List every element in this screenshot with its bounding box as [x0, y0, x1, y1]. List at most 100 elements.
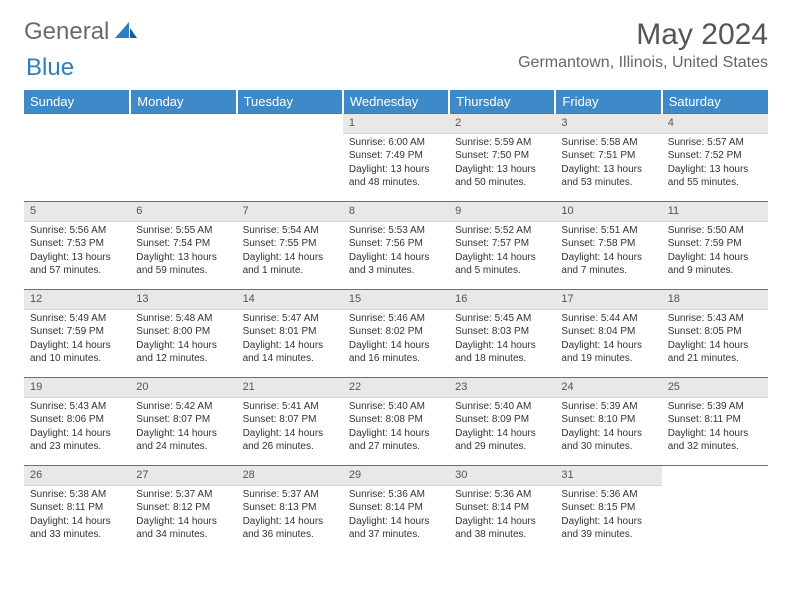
day-line: and 29 minutes. [455, 440, 549, 454]
day-number: 31 [555, 466, 661, 486]
day-line: and 19 minutes. [561, 352, 655, 366]
day-line: Sunset: 8:10 PM [561, 413, 655, 427]
day-cell: 26Sunrise: 5:38 AMSunset: 8:11 PMDayligh… [24, 466, 130, 554]
day-line: Sunrise: 5:37 AM [243, 488, 337, 502]
day-line: Sunrise: 5:53 AM [349, 224, 443, 238]
day-line: Sunrise: 5:50 AM [668, 224, 762, 238]
day-cell: 28Sunrise: 5:37 AMSunset: 8:13 PMDayligh… [237, 466, 343, 554]
day-number: 2 [449, 114, 555, 134]
day-line: Daylight: 14 hours [455, 339, 549, 353]
day-line: Daylight: 14 hours [30, 515, 124, 529]
day-line: Daylight: 14 hours [455, 251, 549, 265]
day-line: and 23 minutes. [30, 440, 124, 454]
day-cell: 31Sunrise: 5:36 AMSunset: 8:15 PMDayligh… [555, 466, 661, 554]
day-line: Sunset: 8:11 PM [668, 413, 762, 427]
day-line: Sunrise: 5:36 AM [561, 488, 655, 502]
week-row: 26Sunrise: 5:38 AMSunset: 8:11 PMDayligh… [24, 466, 768, 554]
day-line: Sunrise: 5:55 AM [136, 224, 230, 238]
day-line: and 21 minutes. [668, 352, 762, 366]
day-cell: 29Sunrise: 5:36 AMSunset: 8:14 PMDayligh… [343, 466, 449, 554]
day-cell: 7Sunrise: 5:54 AMSunset: 7:55 PMDaylight… [237, 202, 343, 290]
day-content: Sunrise: 5:36 AMSunset: 8:14 PMDaylight:… [449, 486, 555, 546]
day-line: and 9 minutes. [668, 264, 762, 278]
day-line: Daylight: 14 hours [455, 515, 549, 529]
day-number: 3 [555, 114, 661, 134]
day-cell [130, 114, 236, 202]
week-row: 1Sunrise: 6:00 AMSunset: 7:49 PMDaylight… [24, 114, 768, 202]
title-block: May 2024 Germantown, Illinois, United St… [518, 18, 768, 72]
day-number: 6 [130, 202, 236, 222]
day-content: Sunrise: 5:56 AMSunset: 7:53 PMDaylight:… [24, 222, 130, 282]
day-cell: 30Sunrise: 5:36 AMSunset: 8:14 PMDayligh… [449, 466, 555, 554]
day-number: 9 [449, 202, 555, 222]
day-line: and 34 minutes. [136, 528, 230, 542]
day-content: Sunrise: 5:42 AMSunset: 8:07 PMDaylight:… [130, 398, 236, 458]
day-number: 7 [237, 202, 343, 222]
day-line: and 7 minutes. [561, 264, 655, 278]
day-line: Sunset: 8:01 PM [243, 325, 337, 339]
day-number: 28 [237, 466, 343, 486]
day-cell: 16Sunrise: 5:45 AMSunset: 8:03 PMDayligh… [449, 290, 555, 378]
day-line: Sunset: 7:51 PM [561, 149, 655, 163]
day-line: Sunrise: 5:36 AM [455, 488, 549, 502]
day-line: Sunrise: 5:40 AM [349, 400, 443, 414]
day-number: 4 [662, 114, 768, 134]
location-text: Germantown, Illinois, United States [518, 54, 768, 72]
day-line: Daylight: 14 hours [243, 251, 337, 265]
day-line: Sunset: 8:14 PM [349, 501, 443, 515]
day-cell: 11Sunrise: 5:50 AMSunset: 7:59 PMDayligh… [662, 202, 768, 290]
day-cell: 1Sunrise: 6:00 AMSunset: 7:49 PMDaylight… [343, 114, 449, 202]
day-cell: 25Sunrise: 5:39 AMSunset: 8:11 PMDayligh… [662, 378, 768, 466]
day-content: Sunrise: 5:44 AMSunset: 8:04 PMDaylight:… [555, 310, 661, 370]
day-line: Sunset: 8:14 PM [455, 501, 549, 515]
day-line: Sunset: 7:52 PM [668, 149, 762, 163]
day-cell: 13Sunrise: 5:48 AMSunset: 8:00 PMDayligh… [130, 290, 236, 378]
day-content: Sunrise: 5:48 AMSunset: 8:00 PMDaylight:… [130, 310, 236, 370]
day-line: and 27 minutes. [349, 440, 443, 454]
day-cell: 9Sunrise: 5:52 AMSunset: 7:57 PMDaylight… [449, 202, 555, 290]
day-line: Daylight: 14 hours [243, 427, 337, 441]
day-content: Sunrise: 5:43 AMSunset: 8:06 PMDaylight:… [24, 398, 130, 458]
day-line: Sunrise: 5:40 AM [455, 400, 549, 414]
day-line: Sunrise: 5:37 AM [136, 488, 230, 502]
day-line: and 55 minutes. [668, 176, 762, 190]
month-title: May 2024 [518, 18, 768, 52]
day-line: Sunrise: 5:47 AM [243, 312, 337, 326]
day-line: and 10 minutes. [30, 352, 124, 366]
day-line: Sunrise: 5:43 AM [30, 400, 124, 414]
calendar-body: 1Sunrise: 6:00 AMSunset: 7:49 PMDaylight… [24, 114, 768, 554]
day-line: and 18 minutes. [455, 352, 549, 366]
day-content: Sunrise: 5:37 AMSunset: 8:12 PMDaylight:… [130, 486, 236, 546]
day-line: and 48 minutes. [349, 176, 443, 190]
day-content: Sunrise: 6:00 AMSunset: 7:49 PMDaylight:… [343, 134, 449, 194]
day-line: Sunset: 7:58 PM [561, 237, 655, 251]
day-line: Daylight: 14 hours [349, 339, 443, 353]
day-line: Sunrise: 5:45 AM [455, 312, 549, 326]
day-content: Sunrise: 5:41 AMSunset: 8:07 PMDaylight:… [237, 398, 343, 458]
day-line: and 3 minutes. [349, 264, 443, 278]
day-line: Sunset: 8:03 PM [455, 325, 549, 339]
day-line: Daylight: 13 hours [561, 163, 655, 177]
day-line: Sunset: 7:59 PM [30, 325, 124, 339]
day-line: Daylight: 14 hours [136, 515, 230, 529]
week-row: 12Sunrise: 5:49 AMSunset: 7:59 PMDayligh… [24, 290, 768, 378]
day-line: Sunset: 7:54 PM [136, 237, 230, 251]
day-line: Sunset: 8:12 PM [136, 501, 230, 515]
day-cell [662, 466, 768, 554]
day-number: 1 [343, 114, 449, 134]
day-content: Sunrise: 5:37 AMSunset: 8:13 PMDaylight:… [237, 486, 343, 546]
week-row: 19Sunrise: 5:43 AMSunset: 8:06 PMDayligh… [24, 378, 768, 466]
day-line: Daylight: 13 hours [30, 251, 124, 265]
day-line: Sunset: 8:07 PM [136, 413, 230, 427]
day-cell: 17Sunrise: 5:44 AMSunset: 8:04 PMDayligh… [555, 290, 661, 378]
day-content: Sunrise: 5:58 AMSunset: 7:51 PMDaylight:… [555, 134, 661, 194]
day-cell: 3Sunrise: 5:58 AMSunset: 7:51 PMDaylight… [555, 114, 661, 202]
day-line: Sunrise: 5:43 AM [668, 312, 762, 326]
day-line: Daylight: 13 hours [455, 163, 549, 177]
day-line: Daylight: 14 hours [561, 515, 655, 529]
day-content: Sunrise: 5:36 AMSunset: 8:14 PMDaylight:… [343, 486, 449, 546]
day-line: and 53 minutes. [561, 176, 655, 190]
day-line: Daylight: 13 hours [349, 163, 443, 177]
day-cell: 23Sunrise: 5:40 AMSunset: 8:09 PMDayligh… [449, 378, 555, 466]
day-line: Sunrise: 5:36 AM [349, 488, 443, 502]
